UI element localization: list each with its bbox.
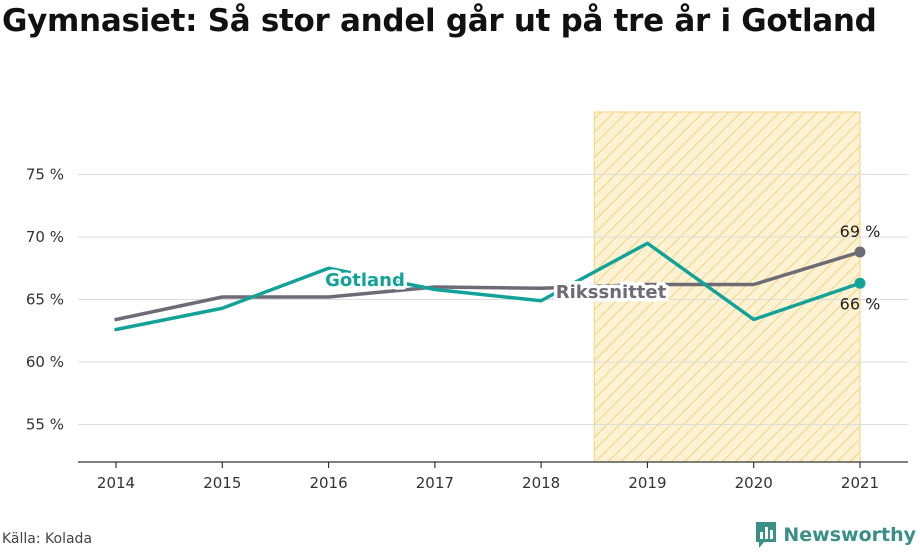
x-tick-label: 2015 bbox=[203, 474, 241, 492]
series-label-rikssnittet: Rikssnittet bbox=[556, 282, 667, 303]
series-line-gotland bbox=[114, 241, 862, 332]
series-label-gotland: Gotland bbox=[325, 270, 405, 291]
end-point-gotland bbox=[854, 277, 866, 289]
end-label-rikssnittet: 69 % bbox=[840, 222, 881, 241]
y-tick-label: 75 % bbox=[26, 166, 64, 184]
x-tick-label: 2021 bbox=[841, 474, 879, 492]
x-tick-label: 2019 bbox=[628, 474, 666, 492]
x-tick-label: 2017 bbox=[416, 474, 454, 492]
bar-chart-speech-bubble-icon bbox=[756, 522, 777, 548]
y-tick-label: 65 % bbox=[26, 291, 64, 309]
x-tick-label: 2020 bbox=[735, 474, 773, 492]
highlight-period bbox=[593, 111, 861, 463]
y-tick-label: 70 % bbox=[26, 228, 64, 246]
brand-name: Newsworthy bbox=[783, 524, 916, 546]
x-tick-label: 2016 bbox=[309, 474, 347, 492]
chart-title: Gymnasiet: Så stor andel går ut på tre å… bbox=[2, 3, 877, 39]
x-tick-label: 2014 bbox=[97, 474, 135, 492]
x-tick-label: 2018 bbox=[522, 474, 560, 492]
source-note: Källa: Kolada bbox=[2, 531, 93, 547]
end-point-rikssnittet bbox=[854, 246, 866, 258]
end-label-gotland: 66 % bbox=[840, 294, 881, 313]
brand-logo: Newsworthy bbox=[755, 521, 916, 549]
y-tick-label: 55 % bbox=[26, 416, 64, 434]
series-line-rikssnittet bbox=[114, 250, 862, 322]
y-tick-label: 60 % bbox=[26, 353, 64, 371]
